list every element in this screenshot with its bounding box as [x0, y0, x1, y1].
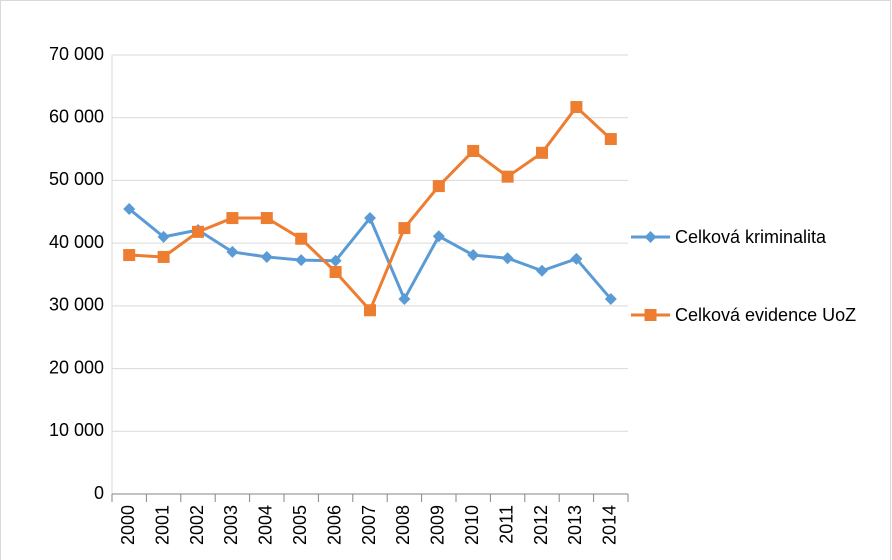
point [329, 265, 342, 278]
x-tick-label: 2003 [221, 505, 241, 545]
x-tick-label: 2006 [324, 505, 344, 545]
x-tick-label: 2008 [393, 505, 413, 545]
x-tick-label: 2001 [152, 505, 172, 545]
point [604, 133, 617, 146]
point [364, 212, 376, 225]
y-tick-label: 30 000 [49, 295, 104, 315]
x-tick-label: 2010 [462, 505, 482, 545]
y-tick-label: 70 000 [49, 44, 104, 64]
point [536, 264, 548, 277]
point [432, 180, 445, 193]
legend-label: Celková kriminalita [675, 227, 827, 247]
x-tick-label: 2000 [118, 505, 138, 545]
point [570, 101, 583, 114]
y-tick-label: 10 000 [49, 420, 104, 440]
point [295, 232, 308, 245]
point [226, 212, 239, 225]
point [260, 250, 273, 263]
point [604, 292, 617, 305]
point [260, 212, 273, 225]
point [501, 252, 514, 265]
y-tick-label: 40 000 [49, 232, 104, 252]
y-tick-label: 50 000 [49, 169, 104, 189]
point [467, 144, 480, 157]
point [432, 230, 445, 243]
legend-label: Celková evidence UoZ [675, 305, 857, 325]
point [157, 230, 170, 243]
x-tick-label: 2002 [187, 505, 207, 545]
y-tick-label: 60 000 [49, 106, 104, 126]
point [398, 292, 411, 305]
y-tick-label: 20 000 [49, 357, 104, 377]
legend-marker [644, 309, 657, 321]
x-tick-label: 2004 [256, 505, 276, 545]
point [570, 252, 583, 265]
point [123, 249, 136, 262]
x-tick-label: 2005 [290, 505, 310, 545]
point [398, 222, 411, 235]
point [467, 249, 480, 262]
x-tick-label: 2013 [565, 505, 585, 545]
x-tick-label: 2007 [359, 505, 379, 545]
x-tick-label: 2011 [496, 505, 516, 544]
point [157, 250, 170, 263]
legend-marker [644, 231, 657, 243]
point [295, 254, 308, 267]
point [501, 170, 514, 183]
x-tick-label: 2009 [428, 505, 448, 545]
point [226, 245, 239, 258]
point [536, 146, 548, 159]
y-tick-label: 0 [94, 483, 104, 503]
x-tick-label: 2014 [600, 505, 620, 545]
point [364, 304, 376, 317]
point [329, 254, 342, 267]
x-tick-label: 2012 [531, 505, 551, 545]
point [123, 202, 136, 215]
point [192, 225, 204, 238]
